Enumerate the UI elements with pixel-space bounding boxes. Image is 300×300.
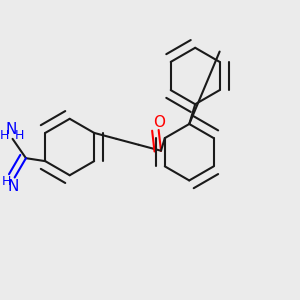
Text: N: N xyxy=(6,122,17,137)
Text: N: N xyxy=(7,179,19,194)
Text: H: H xyxy=(0,129,9,142)
Text: H: H xyxy=(2,175,11,188)
Text: O: O xyxy=(153,115,165,130)
Text: H: H xyxy=(14,129,24,142)
